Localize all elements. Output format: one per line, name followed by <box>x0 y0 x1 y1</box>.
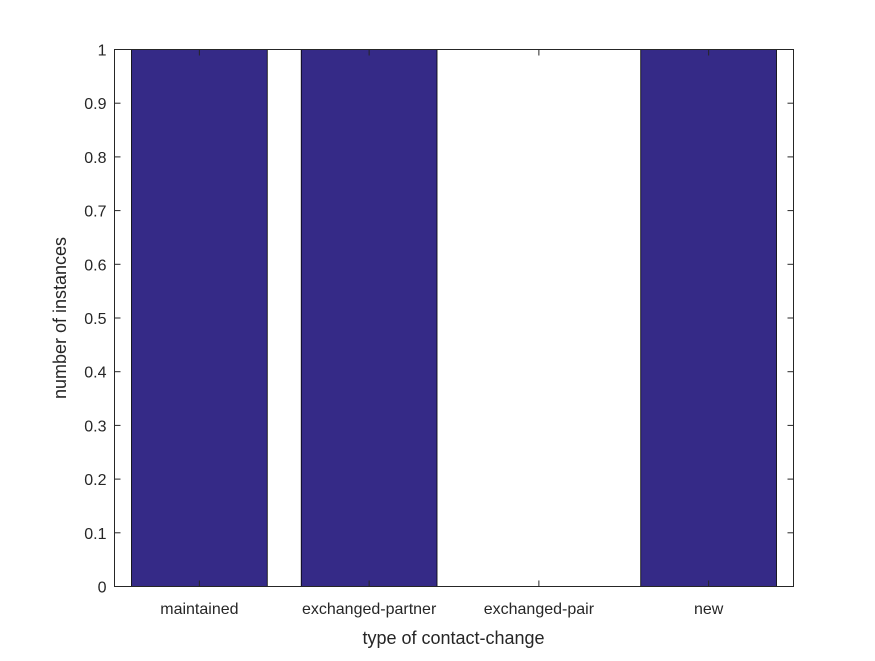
bar-maintained <box>131 49 268 587</box>
y-tick-label: 1 <box>98 43 107 60</box>
x-tick-label: new <box>694 601 724 618</box>
bars <box>131 49 777 587</box>
x-axis-label: type of contact-change <box>362 628 544 648</box>
y-tick-label: 0.7 <box>84 204 106 221</box>
y-tick-label: 0.2 <box>84 472 106 489</box>
x-tick-label: exchanged-partner <box>302 601 437 618</box>
bar-new <box>640 49 777 587</box>
y-tick-label: 0.1 <box>84 526 106 543</box>
x-tick-label: exchanged-pair <box>484 601 595 618</box>
x-tick-label: maintained <box>160 601 238 618</box>
ticks: maintained exchanged-partner exchanged-pai… <box>84 43 794 618</box>
y-tick-label: 0.8 <box>84 150 106 167</box>
y-tick-label: 0.9 <box>84 96 106 113</box>
y-tick-label: 0.3 <box>84 418 106 435</box>
y-tick-label: 0.4 <box>84 365 106 382</box>
y-tick-label: 0.5 <box>84 311 106 328</box>
bar-exchanged-partner <box>300 49 438 587</box>
y-axis-label: number of instances <box>50 237 70 399</box>
y-tick-label: 0 <box>98 580 107 597</box>
y-tick-label: 0.6 <box>84 257 106 274</box>
